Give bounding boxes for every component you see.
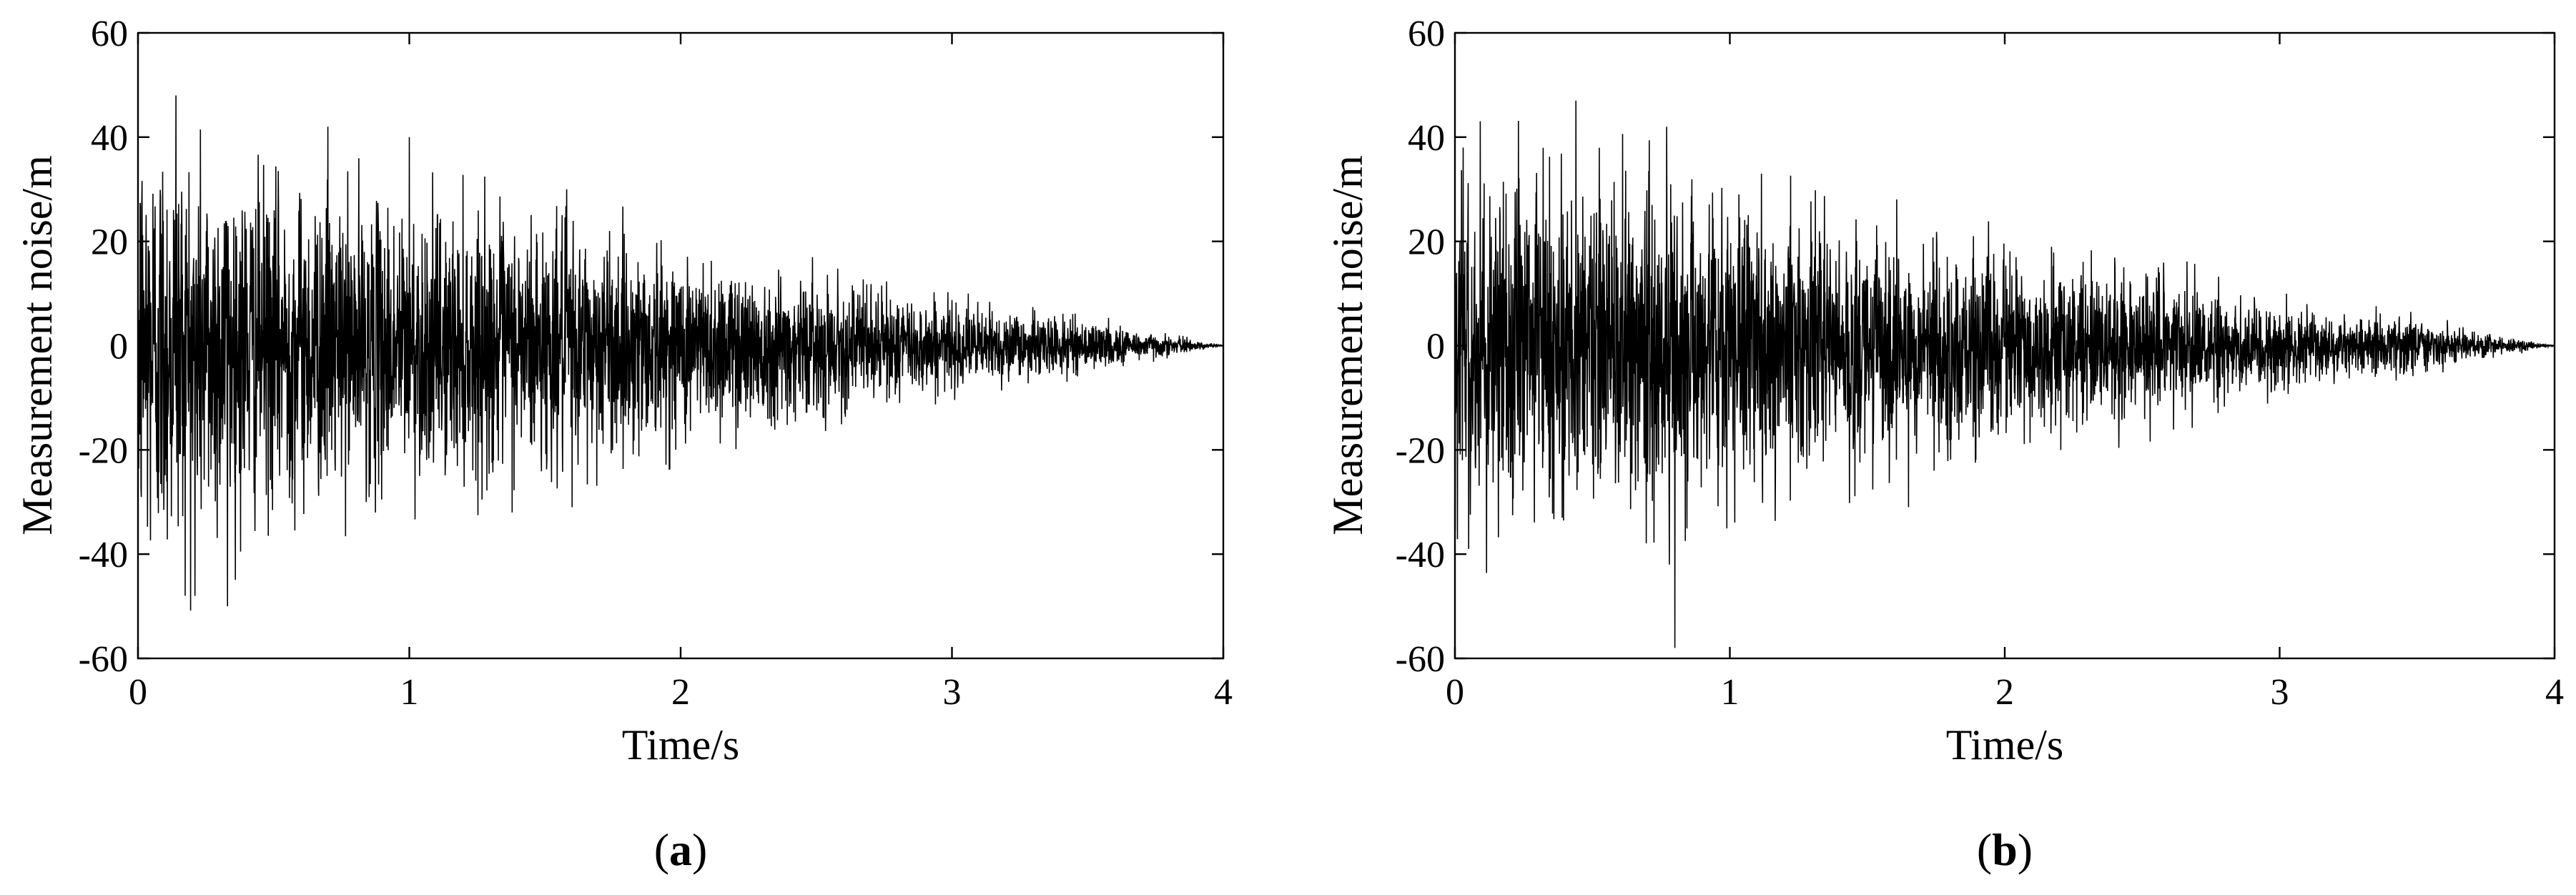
y-tick-label: 60 xyxy=(1408,14,1445,54)
x-axis-ticks-b: 0 1 2 3 4 xyxy=(1446,33,2564,713)
y-tick-label: -60 xyxy=(79,639,128,680)
y-tick-label: -40 xyxy=(1396,535,1445,575)
x-tick-label: 2 xyxy=(1995,672,2014,713)
x-axis-label: Time/s xyxy=(1946,721,2064,768)
chart-panel-a: 0 1 2 3 4 -60 -40 -20 0 20 40 60 Time/s Measuremen… xyxy=(14,14,1233,875)
panel-caption-a: (a) xyxy=(654,824,708,875)
x-tick-label: 4 xyxy=(1214,672,1233,713)
y-tick-label: -60 xyxy=(1396,639,1445,680)
x-tick-label: 2 xyxy=(671,672,690,713)
y-tick-label: 40 xyxy=(91,118,128,159)
panel-caption-b: (b) xyxy=(1977,824,2033,875)
y-axis-ticks-a: -60 -40 -20 0 20 40 60 xyxy=(79,14,1223,680)
x-tick-label: 1 xyxy=(400,672,419,713)
noise-trace-a xyxy=(137,59,1223,611)
y-axis-ticks-b: -60 -40 -20 0 20 40 60 xyxy=(1396,14,2555,680)
x-axis-ticks-a: 0 1 2 3 4 xyxy=(129,33,1233,713)
y-tick-label: -20 xyxy=(1396,430,1445,471)
x-tick-label: 0 xyxy=(129,672,147,713)
y-tick-label: 40 xyxy=(1408,118,1445,159)
y-tick-label: -40 xyxy=(79,535,128,575)
y-axis-label: Measurement noise/m xyxy=(1324,155,1371,535)
x-tick-label: 0 xyxy=(1446,672,1464,713)
x-tick-label: 1 xyxy=(1721,672,1739,713)
x-axis-label: Time/s xyxy=(622,721,740,768)
y-tick-label: 0 xyxy=(1426,327,1445,367)
noise-trace-b xyxy=(1454,100,2555,648)
x-tick-label: 3 xyxy=(943,672,962,713)
chart-panel-b: 0 1 2 3 4 -60 -40 -20 0 20 40 60 Time/s Measuremen… xyxy=(1324,14,2564,875)
x-tick-label: 3 xyxy=(2271,672,2289,713)
noise-series-line xyxy=(137,59,1223,611)
y-tick-label: -20 xyxy=(79,430,128,471)
y-tick-label: 20 xyxy=(1408,222,1445,263)
y-tick-label: 60 xyxy=(91,14,128,54)
y-tick-label: 0 xyxy=(109,327,128,367)
x-tick-label: 4 xyxy=(2545,672,2564,713)
y-axis-label: Measurement noise/m xyxy=(14,155,61,535)
noise-series-line xyxy=(1454,100,2555,648)
y-tick-label: 20 xyxy=(91,222,128,263)
